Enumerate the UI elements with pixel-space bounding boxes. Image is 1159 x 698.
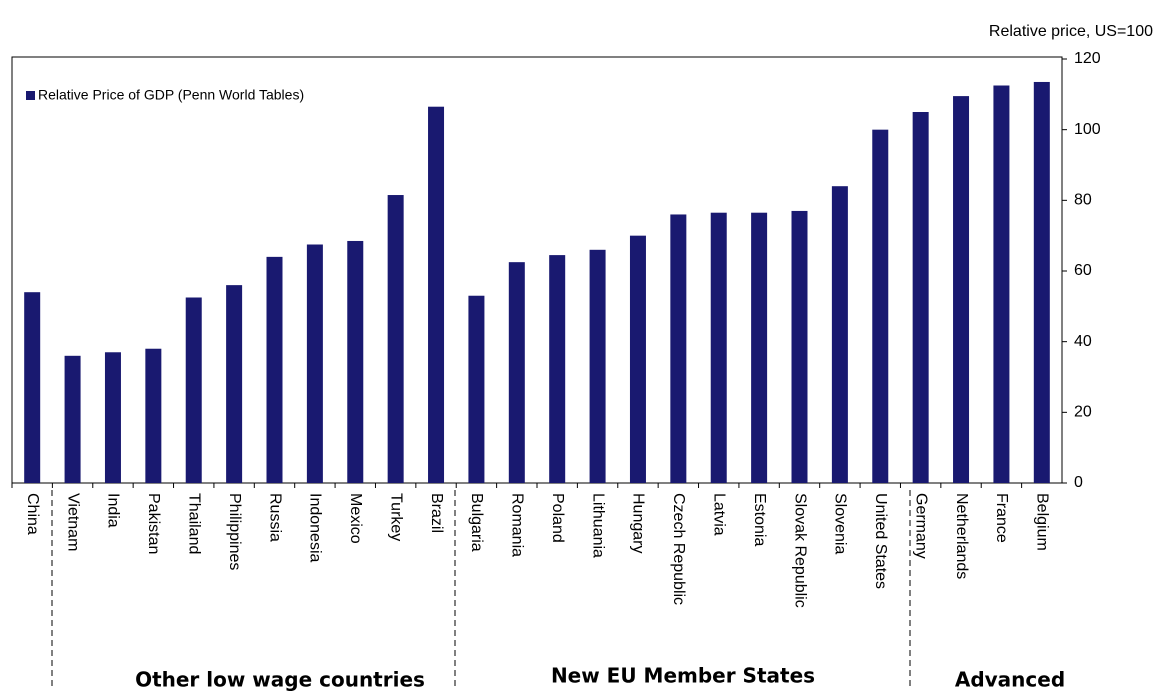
bar [629, 235, 646, 483]
x-tick-label: Philippines [226, 493, 243, 570]
x-tick-label: Estonia [751, 493, 768, 546]
x-tick-label: Romania [509, 493, 526, 557]
x-tick-label: Russia [266, 493, 283, 542]
bar [831, 186, 848, 483]
bar [104, 352, 121, 483]
x-tick-label: Thailand [185, 493, 202, 554]
x-tick-label: Hungary [630, 493, 647, 553]
bar [670, 214, 687, 483]
bar [872, 129, 889, 483]
x-tick-label: Pakistan [145, 493, 162, 554]
group-label: Other low wage countries [135, 668, 425, 692]
y-tick-label: 120 [1074, 50, 1101, 67]
x-tick-label: France [993, 493, 1010, 543]
group-label: New EU Member States [551, 664, 815, 688]
bar [468, 295, 485, 483]
bar [1033, 81, 1050, 483]
bar [64, 355, 81, 483]
x-tick-label: Latvia [710, 493, 727, 536]
x-tick-label: Poland [549, 493, 566, 543]
bar [428, 106, 445, 483]
x-tick-label: Mexico [347, 493, 364, 544]
legend-label: Relative Price of GDP (Penn World Tables… [38, 87, 304, 103]
bar [185, 297, 202, 483]
x-tick-label: Turkey [387, 493, 404, 541]
x-tick-label: Vietnam [64, 493, 81, 551]
x-tick-label: Slovenia [832, 493, 849, 554]
bar [145, 348, 162, 483]
bar [266, 256, 283, 483]
plot-frame [11, 56, 1063, 484]
bar [589, 249, 606, 483]
bar [953, 96, 970, 483]
bar [993, 85, 1010, 483]
y-tick-label: 20 [1074, 404, 1092, 421]
x-tick-label: Lithuania [589, 493, 606, 558]
bar [508, 262, 525, 483]
bar [347, 240, 364, 483]
x-tick-label: Indonesia [307, 493, 324, 562]
bar [549, 255, 566, 483]
bar [387, 195, 404, 484]
x-tick-label: Slovak Republic [791, 493, 808, 608]
y-tick-label: 80 [1074, 192, 1092, 209]
y-tick-label: 60 [1074, 262, 1092, 279]
y-tick-label: 40 [1074, 333, 1092, 350]
bar [751, 212, 768, 483]
x-tick-label: Brazil [428, 493, 445, 533]
bar [306, 244, 323, 483]
x-tick-label: Belgium [1034, 493, 1051, 551]
y-tick-label: 0 [1074, 474, 1083, 491]
x-tick-label: Netherlands [953, 493, 970, 579]
x-tick-label: India [105, 493, 122, 528]
group-label: Advanced [955, 668, 1065, 692]
bar [791, 210, 808, 483]
bar [912, 112, 929, 483]
x-tick-label: China [24, 493, 41, 535]
bar [24, 292, 41, 483]
x-tick-label: Bulgaria [468, 493, 485, 552]
legend-swatch [26, 91, 35, 100]
y-tick-label: 100 [1074, 121, 1101, 138]
x-tick-label: Czech Republic [670, 493, 687, 605]
bar [710, 212, 727, 483]
bar [226, 285, 243, 483]
x-tick-label: United States [872, 493, 889, 589]
axis-label: Relative price, US=100 [989, 23, 1153, 40]
x-tick-label: Germany [912, 493, 929, 559]
